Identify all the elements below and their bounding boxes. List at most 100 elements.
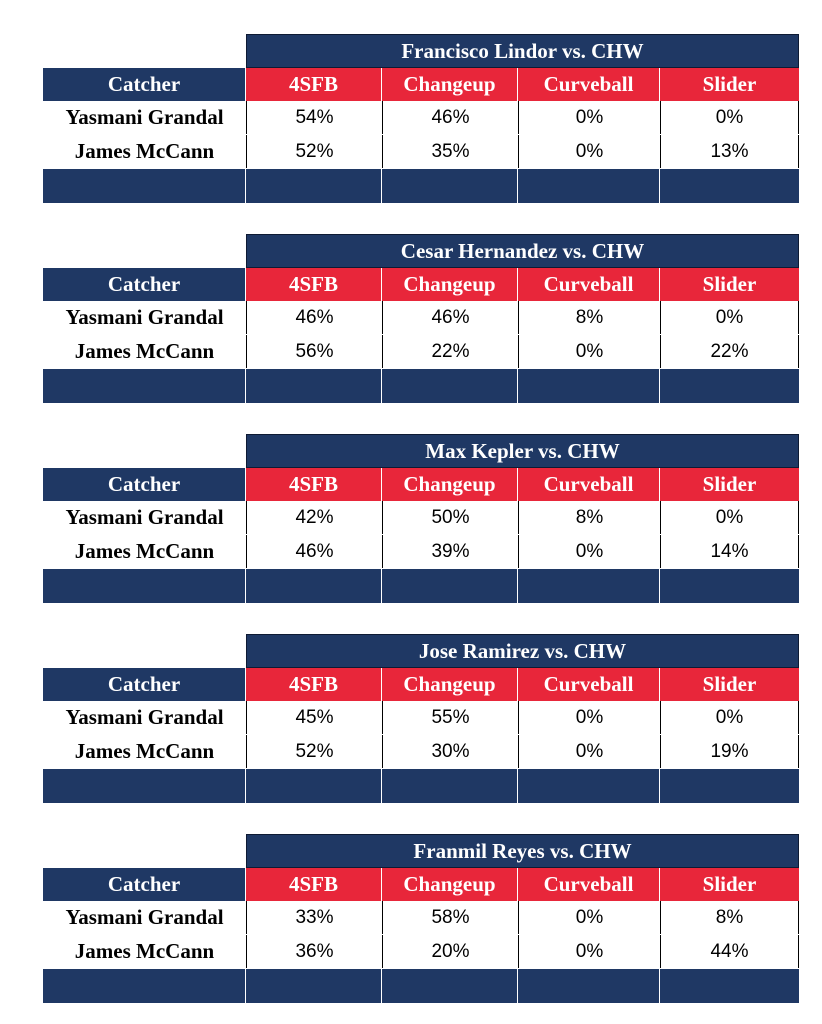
pitch-percent: 0% <box>518 101 660 134</box>
catcher-name: Yasmani Grandal <box>65 505 224 529</box>
pitch-percent: 8% <box>518 301 660 334</box>
column-header-pitch: Curveball <box>518 268 660 301</box>
column-header-pitch: Changeup <box>382 868 518 901</box>
column-header-pitch: Changeup <box>382 668 518 701</box>
table-footer-band <box>43 369 246 403</box>
pitch-percent: 0% <box>518 535 660 568</box>
table-footer-band <box>518 369 660 403</box>
pitch-percent: 0% <box>518 935 660 968</box>
pitch-percent: 52% <box>246 735 382 768</box>
pitch-percent: 33% <box>246 901 382 934</box>
table-footer-band <box>660 969 799 1003</box>
table-footer-band <box>43 969 246 1003</box>
catcher-name: James McCann <box>74 739 215 763</box>
pitch-percent: 46% <box>246 535 382 568</box>
column-header-pitch: 4SFB <box>246 468 382 501</box>
table-title: Cesar Hernandez vs. CHW <box>246 234 799 268</box>
pitch-percent: 13% <box>660 135 799 168</box>
column-header-catcher: Catcher <box>43 468 246 501</box>
catcher-name: Yasmani Grandal <box>65 705 224 729</box>
pitch-percent: 36% <box>246 935 382 968</box>
pitch-table: Franmil Reyes vs. CHW Catcher 4SFB Changeup… <box>43 834 799 1003</box>
column-header-pitch: 4SFB <box>246 668 382 701</box>
column-header-pitch: Changeup <box>382 268 518 301</box>
pitch-percent: 0% <box>518 335 660 368</box>
column-header-pitch: Slider <box>660 868 799 901</box>
pitch-percent: 46% <box>382 101 518 134</box>
pitch-percent: 22% <box>660 335 799 368</box>
column-header-pitch: Slider <box>660 68 799 101</box>
catcher-name: James McCann <box>74 539 215 563</box>
table-footer-band <box>660 569 799 603</box>
table-title: Franmil Reyes vs. CHW <box>246 834 799 868</box>
pitch-percent: 44% <box>660 935 799 968</box>
table-footer-band <box>382 369 518 403</box>
table-title: Francisco Lindor vs. CHW <box>246 34 799 68</box>
table-footer-band <box>518 569 660 603</box>
pitch-percent: 8% <box>660 901 799 934</box>
pitch-percent: 42% <box>246 501 382 534</box>
column-header-pitch: 4SFB <box>246 68 382 101</box>
column-header-catcher: Catcher <box>43 868 246 901</box>
column-header-pitch: 4SFB <box>246 868 382 901</box>
pitch-percent: 45% <box>246 701 382 734</box>
table-title: Max Kepler vs. CHW <box>246 434 799 468</box>
pitch-percent: 19% <box>660 735 799 768</box>
table-footer-band <box>518 769 660 803</box>
table-title: Jose Ramirez vs. CHW <box>246 634 799 668</box>
column-header-pitch: Changeup <box>382 68 518 101</box>
pitch-percent: 22% <box>382 335 518 368</box>
table-footer-band <box>246 769 382 803</box>
column-header-pitch: Curveball <box>518 68 660 101</box>
column-header-catcher: Catcher <box>43 268 246 301</box>
pitch-percent: 0% <box>660 301 799 334</box>
table-footer-band <box>246 169 382 203</box>
table-footer-band <box>660 769 799 803</box>
pitch-percent: 8% <box>518 501 660 534</box>
pitch-table: Jose Ramirez vs. CHW Catcher 4SFB Changeup C… <box>43 634 799 803</box>
pitch-table: Max Kepler vs. CHW Catcher 4SFB Changeup Cur… <box>43 434 799 603</box>
table-footer-band <box>382 769 518 803</box>
column-header-pitch: Slider <box>660 668 799 701</box>
pitch-table: Francisco Lindor vs. CHW Catcher 4SFB Chang… <box>43 34 799 203</box>
catcher-name: James McCann <box>74 939 215 963</box>
column-header-pitch: Slider <box>660 268 799 301</box>
column-header-pitch: Curveball <box>518 468 660 501</box>
column-header-pitch: Changeup <box>382 468 518 501</box>
pitch-percent: 0% <box>660 701 799 734</box>
table-footer-band <box>246 969 382 1003</box>
table-footer-band <box>246 369 382 403</box>
catcher-name: James McCann <box>74 339 215 363</box>
catcher-name: Yasmani Grandal <box>65 105 224 129</box>
pitch-percent: 14% <box>660 535 799 568</box>
table-footer-band <box>43 169 246 203</box>
pitch-percent: 0% <box>660 501 799 534</box>
table-footer-band <box>43 569 246 603</box>
table-footer-band <box>518 169 660 203</box>
pitch-percent: 0% <box>518 901 660 934</box>
column-header-pitch: 4SFB <box>246 268 382 301</box>
table-footer-band <box>382 569 518 603</box>
column-header-pitch: Curveball <box>518 868 660 901</box>
table-footer-band <box>660 169 799 203</box>
pitch-percent: 0% <box>518 135 660 168</box>
pitch-percent: 0% <box>518 701 660 734</box>
table-footer-band <box>660 369 799 403</box>
catcher-name: Yasmani Grandal <box>65 305 224 329</box>
pitch-percent: 54% <box>246 101 382 134</box>
catcher-name: James McCann <box>74 139 215 163</box>
column-header-pitch: Slider <box>660 468 799 501</box>
table-footer-band <box>382 969 518 1003</box>
table-footer-band <box>43 769 246 803</box>
pitch-table: Cesar Hernandez vs. CHW Catcher 4SFB Change… <box>43 234 799 403</box>
pitch-percent: 50% <box>382 501 518 534</box>
pitch-percent: 0% <box>518 735 660 768</box>
pitch-percent: 58% <box>382 901 518 934</box>
pitch-percent: 20% <box>382 935 518 968</box>
pitch-percent: 30% <box>382 735 518 768</box>
table-footer-band <box>518 969 660 1003</box>
column-header-catcher: Catcher <box>43 668 246 701</box>
pitch-percent: 55% <box>382 701 518 734</box>
catcher-name: Yasmani Grandal <box>65 905 224 929</box>
